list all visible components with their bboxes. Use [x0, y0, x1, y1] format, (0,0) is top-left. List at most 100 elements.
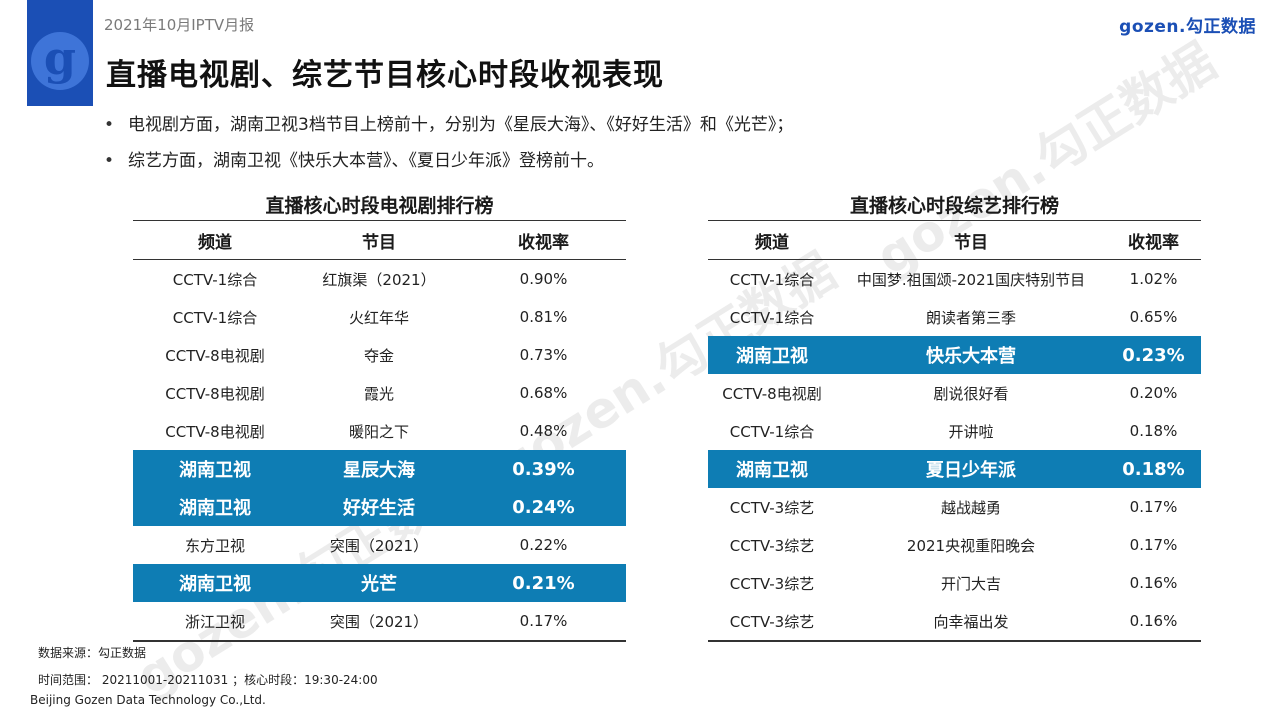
bullet-dot: •	[104, 115, 115, 135]
cell-channel: 湖南卫视	[736, 460, 808, 481]
cell-program: 夺金	[363, 346, 394, 365]
bullet-item: • 电视剧方面，湖南卫视3档节目上榜前十，分别为《星辰大海》、《好好生活》和《光…	[104, 110, 793, 146]
cell-program: 星辰大海	[343, 460, 415, 481]
cell-rating: 0.81%	[519, 308, 568, 326]
table-row: CCTV-1综合 中国梦.祖国颂-2021国庆特别节目 1.02%	[708, 260, 1201, 298]
cell-channel: 湖南卫视	[179, 460, 251, 481]
cell-channel: CCTV-1综合	[729, 308, 815, 327]
header-program: 节目	[954, 232, 988, 253]
bullet-text: 综艺方面，湖南卫视《快乐大本营》、《夏日少年派》登榜前十。	[128, 151, 604, 171]
drama-table-header: 频道 节目 收视率	[133, 221, 626, 260]
cell-rating: 0.39%	[512, 458, 575, 480]
bullet-text: 电视剧方面，湖南卫视3档节目上榜前十，分别为《星辰大海》、《好好生活》和《光芒》…	[128, 115, 794, 135]
header-channel: 频道	[755, 232, 789, 253]
cell-channel: CCTV-1综合	[172, 270, 258, 289]
cell-channel: CCTV-3综艺	[729, 574, 815, 593]
cell-rating: 0.21%	[512, 572, 575, 594]
cell-program: 快乐大本营	[926, 346, 1016, 367]
cell-channel: CCTV-8电视剧	[165, 346, 265, 365]
brand-text: gozen.勾正数据	[1119, 17, 1256, 37]
report-label: 2021年10月IPTV月报	[104, 16, 255, 34]
footer-time-range: 时间范围： 20211001-20211031 ；核心时段：19:30-24:0…	[38, 673, 378, 687]
cell-rating: 0.73%	[519, 346, 568, 364]
cell-rating: 0.17%	[519, 612, 568, 630]
cell-channel: CCTV-3综艺	[729, 498, 815, 517]
cell-rating: 0.17%	[1129, 536, 1178, 554]
cell-program: 开讲啦	[948, 422, 994, 441]
cell-channel: CCTV-1综合	[172, 308, 258, 327]
cell-channel: 东方卫视	[184, 536, 245, 555]
cell-channel: 浙江卫视	[184, 612, 245, 631]
footer-source: 数据来源：勾正数据	[38, 646, 147, 660]
table-row: CCTV-8电视剧 霞光 0.68%	[133, 374, 626, 412]
bullet-item: • 综艺方面，湖南卫视《快乐大本营》、《夏日少年派》登榜前十。	[104, 146, 793, 182]
cell-rating: 0.16%	[1129, 612, 1178, 630]
cell-channel: 湖南卫视	[179, 498, 251, 519]
cell-channel: CCTV-8电视剧	[165, 384, 265, 403]
cell-program: 暖阳之下	[348, 422, 409, 441]
cell-channel: 湖南卫视	[736, 346, 808, 367]
cell-program: 火红年华	[348, 308, 409, 327]
table-row: CCTV-3综艺 2021央视重阳晚会 0.17%	[708, 526, 1201, 564]
cell-program: 2021央视重阳晚会	[906, 536, 1036, 555]
cell-program: 突围（2021）	[329, 536, 429, 555]
brand-logo: g	[27, 0, 93, 106]
cell-channel: 湖南卫视	[179, 574, 251, 595]
table-row: 湖南卫视 夏日少年派 0.18%	[708, 450, 1201, 488]
table-row: CCTV-1综合 朗读者第三季 0.65%	[708, 298, 1201, 336]
footer-company: Beijing Gozen Data Technology Co.,Ltd.	[30, 693, 266, 707]
cell-channel: CCTV-3综艺	[729, 612, 815, 631]
cell-rating: 0.48%	[519, 422, 568, 440]
cell-rating: 0.16%	[1129, 574, 1178, 592]
table-row: 湖南卫视 好好生活 0.24%	[133, 488, 626, 526]
cell-program: 红旗渠（2021）	[322, 270, 436, 289]
table-row: CCTV-3综艺 向幸福出发 0.16%	[708, 602, 1201, 640]
cell-rating: 0.20%	[1129, 384, 1178, 402]
cell-rating: 0.24%	[512, 496, 575, 518]
cell-program: 中国梦.祖国颂-2021国庆特别节目	[856, 270, 1086, 289]
table-row: 湖南卫视 光芒 0.21%	[133, 564, 626, 602]
summary-bullets: • 电视剧方面，湖南卫视3档节目上榜前十，分别为《星辰大海》、《好好生活》和《光…	[104, 110, 793, 182]
cell-program: 突围（2021）	[329, 612, 429, 631]
header-channel: 频道	[198, 232, 232, 253]
variety-ranking-table: 直播核心时段综艺排行榜 频道 节目 收视率 CCTV-1综合 中国梦.祖国颂-20…	[708, 192, 1201, 642]
variety-table-header: 频道 节目 收视率	[708, 221, 1201, 260]
drama-table-title: 直播核心时段电视剧排行榜	[133, 192, 626, 221]
table-row: CCTV-3综艺 越战越勇 0.17%	[708, 488, 1201, 526]
header-rating: 收视率	[1128, 232, 1179, 253]
page-title: 直播电视剧、综艺节目核心时段收视表现	[106, 58, 664, 93]
table-row: 湖南卫视 星辰大海 0.39%	[133, 450, 626, 488]
header-rating: 收视率	[518, 232, 569, 253]
cell-channel: CCTV-3综艺	[729, 536, 815, 555]
brand-wordmark: gozen.勾正数据	[1119, 12, 1256, 37]
table-row: CCTV-3综艺 开门大吉 0.16%	[708, 564, 1201, 602]
cell-program: 剧说很好看	[933, 384, 1009, 403]
cell-program: 朗读者第三季	[925, 308, 1016, 327]
cell-rating: 0.90%	[519, 270, 568, 288]
cell-rating: 0.23%	[1122, 344, 1185, 366]
bullet-dot: •	[104, 151, 115, 171]
table-row: 浙江卫视 突围（2021） 0.17%	[133, 602, 626, 640]
table-row: CCTV-8电视剧 夺金 0.73%	[133, 336, 626, 374]
drama-table-body: CCTV-1综合 红旗渠（2021） 0.90% CCTV-1综合 火红年华 0.81% C…	[133, 260, 626, 642]
cell-program: 向幸福出发	[933, 612, 1009, 631]
cell-channel: CCTV-8电视剧	[722, 384, 822, 403]
cell-channel: CCTV-1综合	[729, 422, 815, 441]
cell-program: 夏日少年派	[926, 460, 1016, 481]
cell-program: 好好生活	[343, 498, 415, 519]
variety-table-body: CCTV-1综合 中国梦.祖国颂-2021国庆特别节目 1.02% CCTV-1综合朗…	[708, 260, 1201, 642]
table-row: CCTV-1综合 开讲啦 0.18%	[708, 412, 1201, 450]
cell-rating: 0.68%	[519, 384, 568, 402]
cell-program: 光芒	[361, 574, 397, 595]
table-row: 湖南卫视 快乐大本营 0.23%	[708, 336, 1201, 374]
cell-channel: CCTV-1综合	[729, 270, 815, 289]
cell-program: 越战越勇	[940, 498, 1001, 517]
variety-table-title: 直播核心时段综艺排行榜	[708, 192, 1201, 221]
cell-channel: CCTV-8电视剧	[165, 422, 265, 441]
table-row: 东方卫视 突围（2021） 0.22%	[133, 526, 626, 564]
table-row: CCTV-8电视剧 剧说很好看 0.20%	[708, 374, 1201, 412]
logo-g-icon: g	[31, 32, 89, 90]
cell-rating: 0.17%	[1129, 498, 1178, 516]
cell-rating: 1.02%	[1129, 270, 1178, 288]
header-program: 节目	[362, 232, 396, 253]
